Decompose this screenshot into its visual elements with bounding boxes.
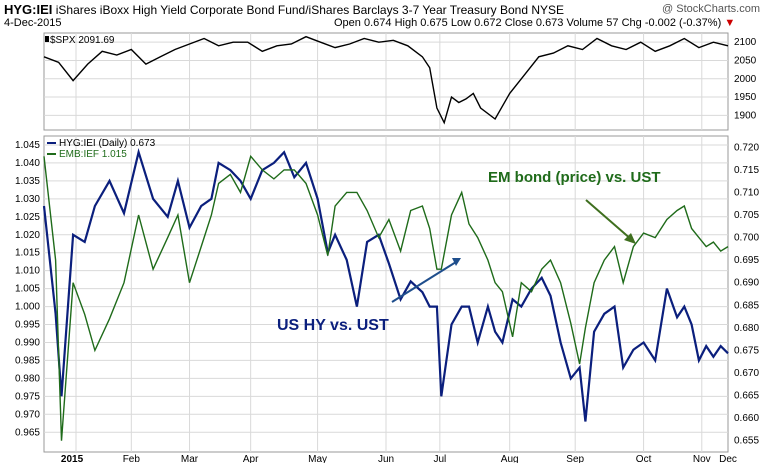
quote-line: Open 0.674 High 0.675 Low 0.672 Close 0.… bbox=[334, 17, 735, 29]
right-tick-label: 0.665 bbox=[734, 391, 759, 402]
em-arrowhead-icon bbox=[624, 233, 636, 244]
volume-label: Volume bbox=[566, 17, 604, 29]
x-axis-label: Jul bbox=[433, 454, 446, 463]
x-axis-label: Feb bbox=[123, 454, 141, 463]
left-tick-label: 1.045 bbox=[15, 140, 40, 151]
chg-down-icon: ▼ bbox=[724, 17, 736, 29]
spx-tick-label: 2000 bbox=[734, 74, 757, 85]
right-tick-label: 0.705 bbox=[734, 210, 759, 221]
hyg-legend-label: HYG:IEI (Daily) 0.673 bbox=[59, 138, 156, 149]
x-axis-label: May bbox=[308, 454, 327, 463]
left-tick-label: 1.020 bbox=[15, 230, 40, 241]
right-tick-label: 0.680 bbox=[734, 323, 759, 334]
left-tick-label: 1.000 bbox=[15, 302, 40, 313]
left-tick-label: 0.995 bbox=[15, 320, 40, 331]
left-tick-label: 1.015 bbox=[15, 248, 40, 259]
x-axis-label: Jun bbox=[378, 454, 394, 463]
us-annotation-text: US HY vs. UST bbox=[277, 317, 389, 334]
left-tick-label: 1.035 bbox=[15, 176, 40, 187]
x-axis-label: Nov bbox=[693, 454, 711, 463]
emb-series-line bbox=[43, 154, 729, 441]
chg-label: Chg bbox=[621, 17, 642, 29]
right-tick-label: 0.700 bbox=[734, 233, 759, 244]
spx-tick-label: 2100 bbox=[734, 37, 757, 48]
left-tick-label: 1.030 bbox=[15, 194, 40, 205]
right-tick-label: 0.690 bbox=[734, 278, 759, 289]
close-label: Close bbox=[504, 17, 533, 29]
left-tick-label: 0.975 bbox=[15, 391, 40, 402]
x-axis-label: Mar bbox=[181, 454, 199, 463]
right-tick-label: 0.720 bbox=[734, 142, 759, 153]
right-tick-label: 0.655 bbox=[734, 436, 759, 447]
x-axis-label: Aug bbox=[501, 454, 519, 463]
exchange-label: NYSE bbox=[531, 3, 565, 17]
hyg-series-line bbox=[42, 148, 729, 422]
low-value: 0.672 bbox=[474, 17, 502, 29]
spx-legend-label: $SPX 2091.69 bbox=[50, 35, 115, 46]
spx-tick-label: 1900 bbox=[734, 110, 757, 121]
chart-title: HYG:IEI iShares iBoxx High Yield Corpora… bbox=[4, 2, 564, 17]
brand-watermark: @ StockCharts.com bbox=[662, 3, 760, 15]
emb-legend-label: EMB:IEF 1.015 bbox=[59, 149, 127, 160]
right-tick-label: 0.670 bbox=[734, 368, 759, 379]
spx-legend-swatch bbox=[45, 36, 49, 42]
left-tick-label: 0.965 bbox=[15, 427, 40, 438]
chg-value: -0.002 (-0.37%) bbox=[644, 17, 722, 29]
left-tick-label: 0.980 bbox=[15, 373, 40, 384]
x-axis-label: Sep bbox=[566, 454, 584, 463]
spx-tick-label: 1950 bbox=[734, 92, 757, 103]
left-tick-label: 1.025 bbox=[15, 212, 40, 223]
high-label: High bbox=[394, 17, 418, 29]
left-tick-label: 1.010 bbox=[15, 266, 40, 277]
low-label: Low bbox=[450, 17, 472, 29]
left-tick-label: 0.970 bbox=[15, 409, 40, 420]
us-arrowhead-icon bbox=[452, 258, 461, 266]
x-axis-label: Dec bbox=[719, 454, 737, 463]
x-axis-label: 2015 bbox=[61, 454, 84, 463]
right-tick-label: 0.715 bbox=[734, 165, 759, 176]
symbol-label: HYG:IEI bbox=[4, 2, 53, 17]
x-axis-label: Apr bbox=[243, 454, 259, 463]
volume-value: 57 bbox=[606, 17, 619, 29]
left-tick-label: 0.990 bbox=[15, 337, 40, 348]
open-value: 0.674 bbox=[363, 17, 392, 29]
close-value: 0.673 bbox=[535, 17, 564, 29]
left-tick-label: 0.985 bbox=[15, 355, 40, 366]
left-tick-label: 1.040 bbox=[15, 158, 40, 169]
right-tick-label: 0.660 bbox=[734, 413, 759, 424]
us-annotation-arrow bbox=[391, 261, 457, 303]
em-annotation-text: EM bond (price) vs. UST bbox=[488, 169, 661, 186]
symbol-description: iShares iBoxx High Yield Corporate Bond … bbox=[55, 3, 529, 17]
chart-header: HYG:IEI iShares iBoxx High Yield Corpora… bbox=[4, 2, 768, 48]
high-value: 0.675 bbox=[420, 17, 448, 29]
spx-series-line bbox=[43, 35, 729, 125]
date-label: 4-Dec-2015 bbox=[4, 17, 62, 29]
right-tick-label: 0.675 bbox=[734, 345, 759, 356]
right-tick-label: 0.685 bbox=[734, 300, 759, 311]
spx-tick-label: 2050 bbox=[734, 55, 757, 66]
right-tick-label: 0.695 bbox=[734, 255, 759, 266]
right-tick-label: 0.710 bbox=[734, 187, 759, 198]
left-tick-label: 1.005 bbox=[15, 284, 40, 295]
open-label: Open bbox=[334, 17, 361, 29]
x-axis-label: Oct bbox=[636, 454, 652, 463]
em-annotation-arrow bbox=[585, 199, 633, 241]
